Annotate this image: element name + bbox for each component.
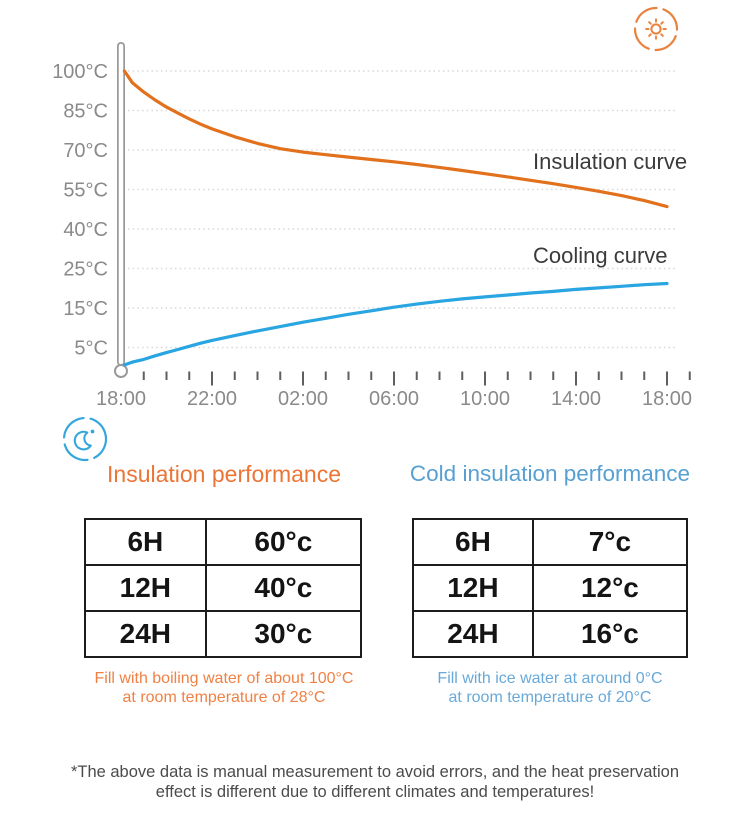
insulation-performance-title: Insulation performance [107, 461, 341, 487]
table-row: 6H 7°c [412, 518, 689, 566]
y-tick-label: 40°C [63, 219, 108, 241]
cooling-curve [122, 281, 669, 367]
y-tick-label: 100°C [52, 61, 108, 83]
moon-icon [62, 416, 108, 462]
caption-line: at room temperature of 20°C [448, 689, 652, 706]
x-tick-label: 14:00 [551, 388, 601, 410]
insulation-curve-label: Insulation curve [533, 149, 687, 174]
star-dot [90, 429, 95, 434]
thermometer-tube [114, 42, 128, 378]
x-tick-label: 06:00 [369, 388, 419, 410]
x-tick-label: 22:00 [187, 388, 237, 410]
insulation-curve [122, 69, 669, 209]
footnote: *The above data is manual measurement to… [0, 762, 750, 802]
temperature-cell: 7°c [531, 518, 689, 566]
y-tick-label: 85°C [63, 101, 108, 123]
y-tick-label: 25°C [63, 259, 108, 281]
duration-cell: 12H [84, 564, 207, 612]
footnote-line: *The above data is manual measurement to… [70, 763, 680, 781]
temperature-chart: 100°C 85°C 70°C 55°C 40°C 25°C 15°C 5°C 18:00 22… [52, 42, 692, 410]
cold-insulation-table: 6H 7°c 12H 12°c 24H 16°c [412, 518, 689, 658]
x-tick-label: 18:00 [96, 388, 146, 410]
temperature-cell: 16°c [531, 610, 689, 658]
sun-icon [633, 6, 679, 52]
table-row: 24H 30°c [84, 610, 363, 658]
table-row: 6H 60°c [84, 518, 363, 566]
caption-line: Fill with ice water at around 0°C [437, 670, 663, 687]
x-tick-label: 18:00 [642, 388, 692, 410]
temperature-cell: 40°c [204, 564, 363, 612]
sun-rays [645, 18, 667, 40]
temperature-cell: 12°c [531, 564, 689, 612]
cold-insulation-performance-title: Cold insulation performance [409, 461, 691, 486]
caption-line: at room temperature of 28°C [122, 689, 326, 706]
x-tick-label: 02:00 [278, 388, 328, 410]
table-row: 24H 16°c [412, 610, 689, 658]
y-tick-label: 55°C [63, 180, 108, 202]
y-tick-label: 70°C [63, 140, 108, 162]
footnote-line: effect is different due to different cli… [155, 783, 595, 801]
duration-cell: 12H [412, 564, 534, 612]
crescent-moon [73, 430, 92, 451]
x-axis-ticks [142, 371, 691, 386]
insulation-caption: Fill with boiling water of about 100°C a… [69, 669, 379, 707]
gridlines [128, 70, 675, 349]
table-row: 12H 12°c [412, 564, 689, 612]
x-axis-labels: 18:00 22:00 02:00 06:00 10:00 14:00 18:00 [96, 388, 692, 410]
duration-cell: 6H [84, 518, 207, 566]
insulation-table: 6H 60°c 12H 40°c 24H 30°c [84, 518, 363, 658]
x-tick-label: 10:00 [460, 388, 510, 410]
temperature-cell: 30°c [204, 610, 363, 658]
duration-cell: 24H [412, 610, 534, 658]
cooling-curve-label: Cooling curve [533, 243, 668, 268]
cold-insulation-caption: Fill with ice water at around 0°C at roo… [400, 669, 700, 707]
y-tick-label: 15°C [63, 298, 108, 320]
y-tick-label: 5°C [74, 338, 108, 360]
duration-cell: 6H [412, 518, 534, 566]
y-axis-labels: 100°C 85°C 70°C 55°C 40°C 25°C 15°C 5°C [52, 61, 108, 360]
temperature-cell: 60°c [204, 518, 363, 566]
caption-line: Fill with boiling water of about 100°C [94, 670, 354, 687]
table-row: 12H 40°c [84, 564, 363, 612]
duration-cell: 24H [84, 610, 207, 658]
thermometer-bulb [114, 364, 128, 378]
